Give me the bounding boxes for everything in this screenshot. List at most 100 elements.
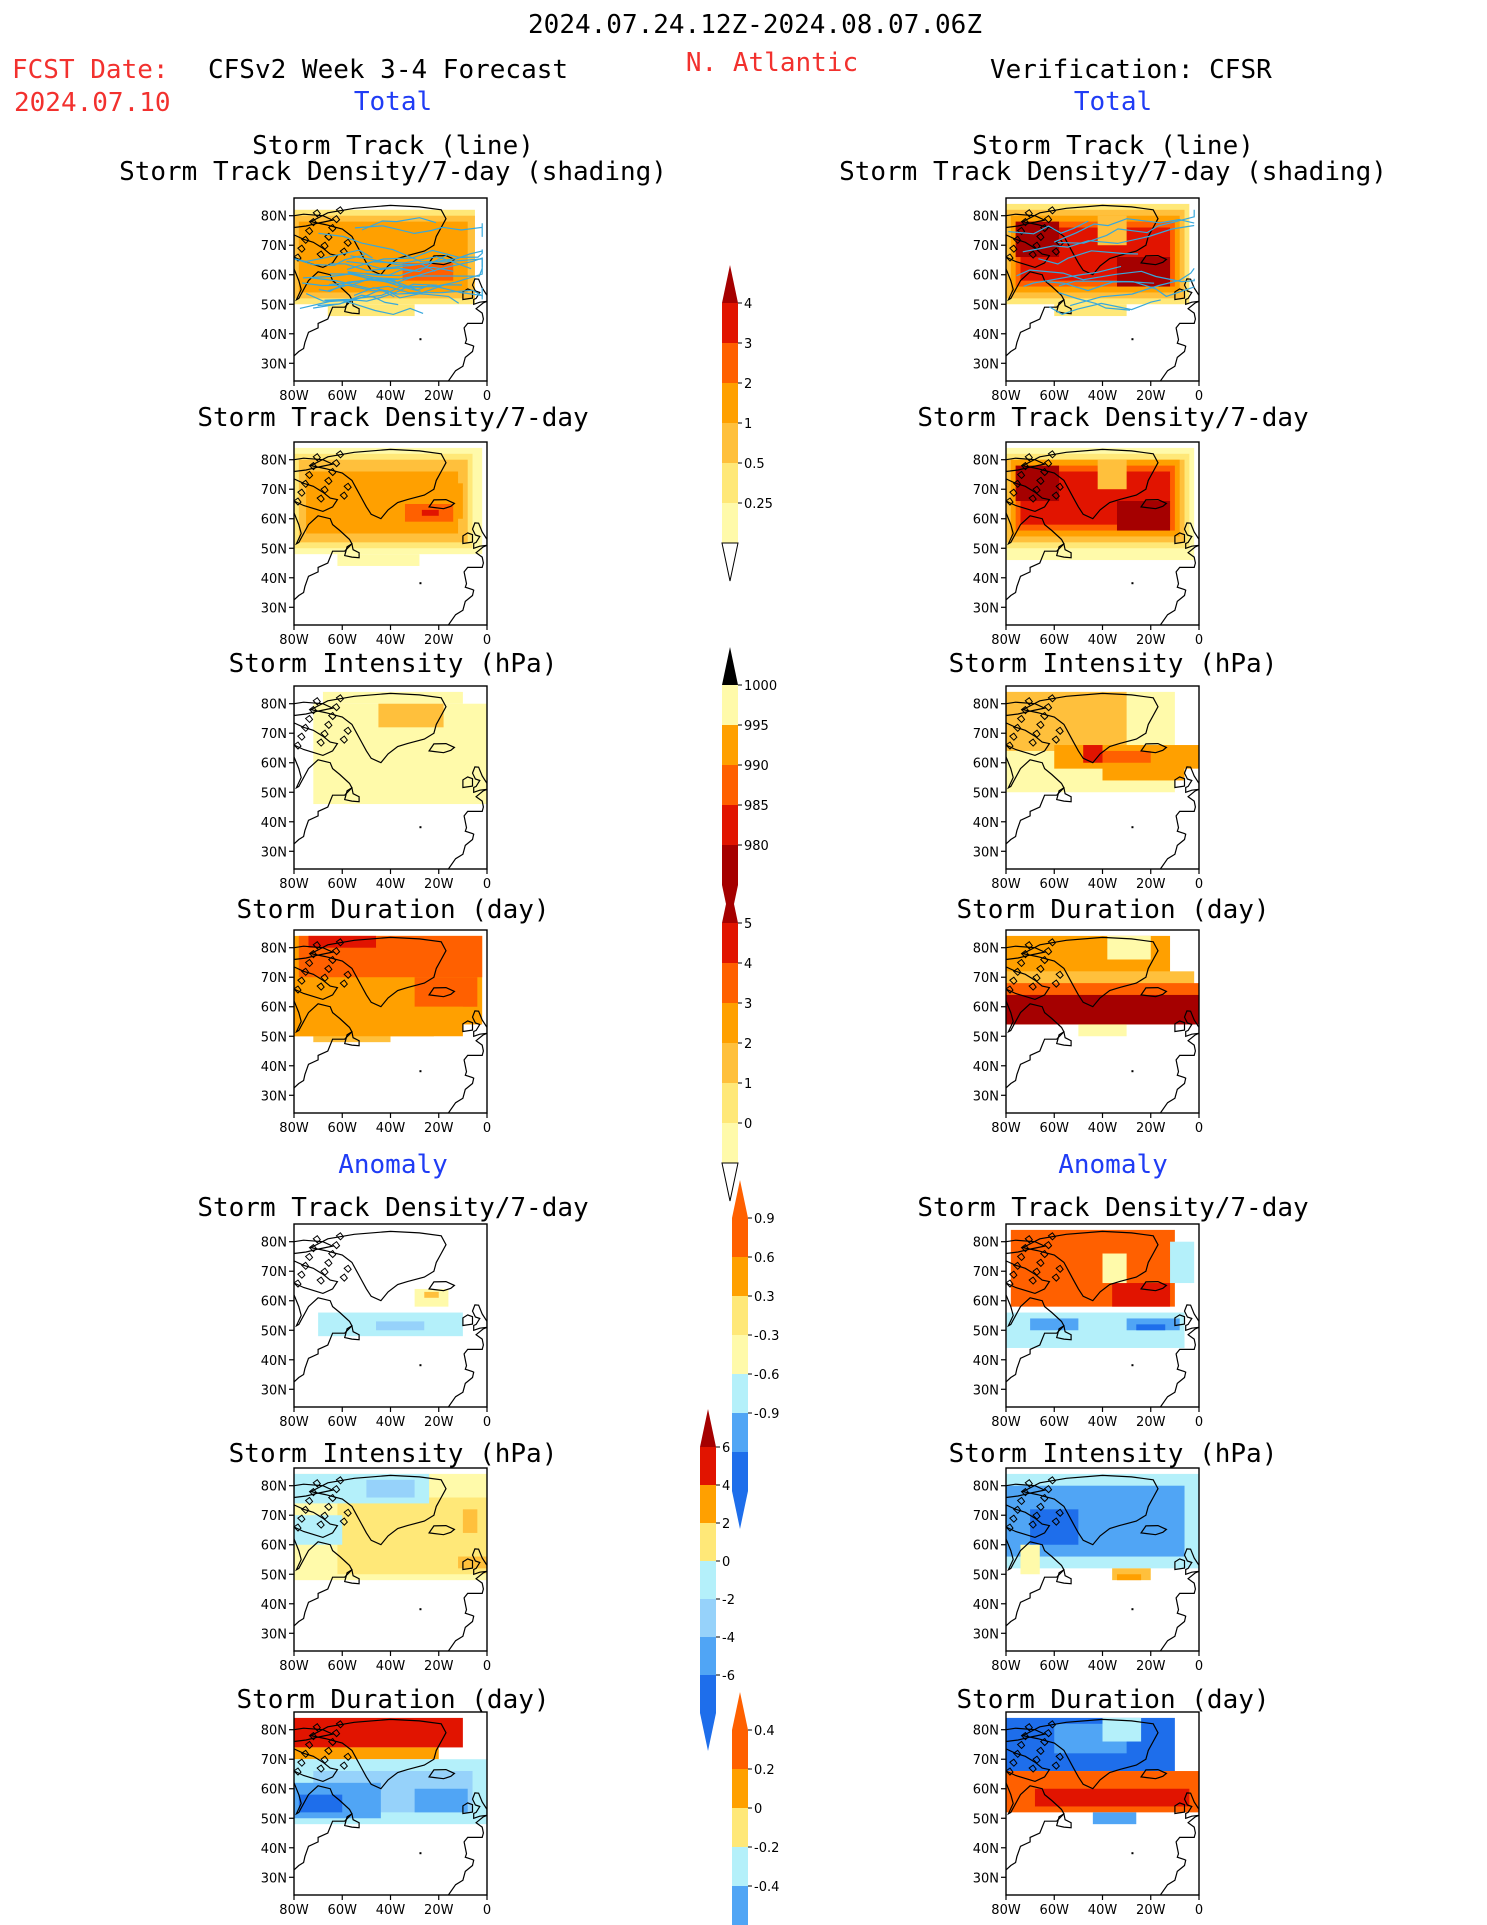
forecast-anomaly-density-title: Storm Track Density/7-day	[197, 1193, 589, 1223]
x-tick-label: 0	[483, 877, 491, 892]
shade-cell	[378, 703, 444, 728]
island-outline	[1032, 485, 1041, 494]
x-tick-label: 20W	[424, 1415, 454, 1430]
island-outline	[294, 741, 302, 750]
island-outline	[1032, 729, 1041, 738]
colorbar-segment	[722, 463, 738, 503]
coast-outline	[462, 532, 474, 545]
y-tick-label: 70N	[261, 1265, 287, 1280]
y-tick-label: 70N	[973, 483, 999, 498]
x-tick-label: 20W	[424, 389, 454, 404]
x-tick-label: 60W	[1040, 1659, 1070, 1674]
coast-outline	[428, 1524, 456, 1536]
x-tick-label: 40W	[376, 877, 406, 892]
shading-layer	[294, 691, 487, 869]
island-outline	[300, 1261, 310, 1271]
island-outline	[1051, 735, 1060, 744]
island-outline	[1020, 217, 1030, 227]
coast-outline	[1159, 300, 1199, 381]
shading-layer	[294, 204, 487, 381]
x-tick-label: 0	[1195, 1903, 1203, 1918]
storm-track-line	[354, 223, 483, 237]
coast-outline	[294, 1294, 353, 1383]
coast-outline	[1183, 1548, 1199, 1576]
colorbar-label: 2	[744, 377, 752, 392]
island-outline	[1055, 1752, 1064, 1761]
duration-anomaly-colorbar: 0.4 0.2 0 -0.2 -0.4	[732, 1692, 779, 1925]
island-outline	[1051, 1761, 1060, 1770]
colorbar-label: -0.6	[754, 1368, 779, 1383]
x-tick-label: 40W	[376, 1903, 406, 1918]
island-outline	[1039, 1493, 1049, 1503]
island-outline	[308, 217, 318, 227]
y-tick-label: 50N	[973, 1568, 999, 1583]
colorbar-segment	[722, 303, 738, 343]
coast-outline	[294, 457, 335, 473]
shading-layer	[1006, 935, 1199, 1113]
colorbar-label: 0.6	[754, 1251, 775, 1266]
coast-outline	[1006, 701, 1047, 717]
island-outline	[1024, 453, 1033, 462]
island-outline	[297, 488, 306, 497]
island-outline	[300, 479, 310, 489]
colorbar-segment	[732, 1769, 748, 1808]
coast-outline	[471, 1304, 487, 1332]
shade-cell	[414, 1788, 468, 1813]
coast-outline	[309, 1230, 447, 1302]
colorbar-top-arrow	[700, 1409, 716, 1447]
colorbar-segment	[700, 1561, 716, 1599]
x-tick-label: 40W	[1088, 1659, 1118, 1674]
y-tick-label: 40N	[973, 1598, 999, 1613]
axes: 80W 60W 40W 20W 0 80N 70N 60N 50N 40N 30N	[973, 1467, 1203, 1674]
x-tick-label: 60W	[328, 1121, 358, 1136]
colorbar-label: 980	[744, 839, 769, 854]
axes: 80W 60W 40W 20W 0 80N 70N 60N 50N 40N 30N	[261, 685, 491, 892]
right-anomaly-label: Anomaly	[1058, 1150, 1168, 1180]
y-tick-label: 50N	[973, 1030, 999, 1045]
island-outline	[1012, 1749, 1022, 1759]
coast-outline	[1159, 1814, 1199, 1895]
colorbar-label: 995	[744, 719, 769, 734]
island-outline	[1009, 244, 1018, 253]
forecast-anomaly-intensity-map: 80W 60W 40W 20W 0 80N 70N 60N 50N 40N 30N	[261, 1467, 491, 1674]
coast-outline	[1006, 722, 1051, 757]
coast-outline	[1055, 786, 1072, 803]
island-outline	[308, 949, 318, 959]
island-outline	[1036, 476, 1045, 486]
cfsr-density-title: Storm Track Density/7-day	[917, 403, 1309, 433]
island-outline	[316, 1276, 325, 1285]
coast-outline	[471, 278, 487, 306]
island-outline	[320, 485, 329, 494]
azores-mark	[1131, 582, 1134, 585]
coast-outline	[1140, 1524, 1168, 1536]
shade-cell	[1107, 935, 1151, 960]
y-tick-label: 80N	[261, 942, 287, 957]
x-tick-label: 20W	[1136, 1121, 1166, 1136]
shade-cell	[298, 1794, 343, 1813]
azores-mark	[419, 1364, 422, 1367]
coast-outline	[309, 1718, 447, 1790]
forecast-anomaly-intensity-title: Storm Intensity (hPa)	[228, 1439, 558, 1469]
island-outline	[304, 1496, 314, 1506]
island-outline	[1020, 705, 1030, 715]
colorbar-segment	[700, 1523, 716, 1561]
x-tick-label: 40W	[1088, 1903, 1118, 1918]
colorbar-label: 3	[744, 337, 752, 352]
island-outline	[1028, 738, 1037, 747]
colorbar-label: 0	[754, 1802, 762, 1817]
island-outline	[1006, 1523, 1014, 1532]
model-title: CFSv2 Week 3-4 Forecast	[208, 55, 569, 85]
island-outline	[1036, 964, 1045, 974]
colorbar-bottom-arrow	[721, 542, 739, 582]
coast-outline	[1055, 1324, 1072, 1341]
colorbar-segment	[700, 1447, 716, 1485]
shading-layer	[1006, 1717, 1199, 1895]
azores-mark	[419, 582, 422, 585]
coast-outline	[428, 1768, 456, 1780]
colorbar-top-arrow	[732, 1180, 748, 1218]
coast-outline	[1055, 542, 1072, 559]
island-outline	[331, 1728, 341, 1738]
shading-layer	[294, 1230, 487, 1407]
colorbar-label: 0	[722, 1555, 730, 1570]
x-tick-label: 80W	[279, 1659, 309, 1674]
